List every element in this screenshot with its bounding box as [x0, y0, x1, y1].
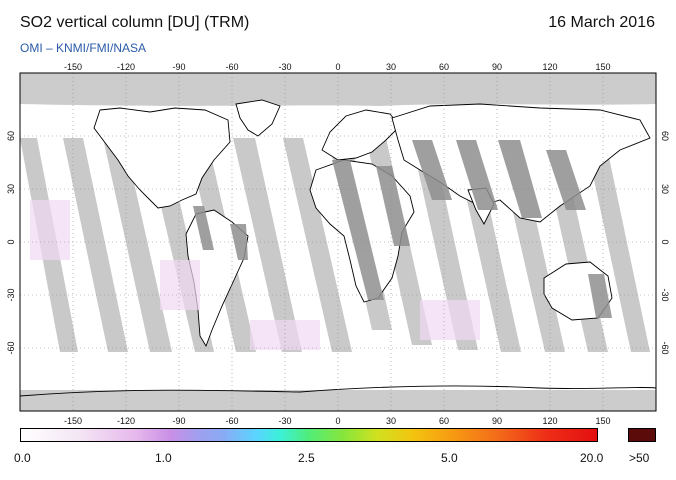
lon-labels-top: -150 -120 -90 -60 -30 0 30 60 90 120 150	[64, 62, 611, 72]
lon-label: -150	[64, 416, 82, 426]
lon-label: 90	[492, 62, 502, 72]
lon-label: -30	[278, 62, 291, 72]
colorbar-label: 20.0	[580, 451, 604, 465]
so2-patch	[30, 200, 70, 260]
swath-gap	[498, 140, 542, 218]
lon-label: 30	[386, 62, 396, 72]
lon-label: -150	[64, 62, 82, 72]
lat-label: -60	[660, 341, 670, 354]
swath-gap	[585, 138, 650, 352]
swath-gap	[63, 138, 128, 352]
swath-gap	[283, 138, 352, 352]
lon-label: 30	[386, 416, 396, 426]
lon-label: -90	[172, 416, 185, 426]
colorbar-label: 2.5	[298, 451, 315, 465]
graticule	[20, 73, 656, 411]
lon-label: 150	[595, 62, 610, 72]
lon-label: -60	[225, 62, 238, 72]
antarctica-coast	[19, 385, 657, 397]
map-date: 16 March 2016	[548, 14, 655, 31]
swath-gap	[411, 138, 478, 350]
swath-gap	[412, 140, 452, 200]
lon-labels-bottom: -150 -120 -90 -60 -30 0 30 60 90 120 150	[64, 416, 611, 426]
swath-gap	[546, 150, 586, 210]
so2-patch	[420, 300, 480, 340]
swath-gap	[588, 274, 612, 318]
swath-gap	[233, 138, 302, 352]
colorbar-overflow-swatch	[628, 428, 656, 442]
swath-gap	[193, 206, 214, 250]
lon-label: 120	[542, 62, 557, 72]
lon-label: 0	[335, 62, 340, 72]
lat-label: 60	[6, 131, 16, 141]
north-america	[93, 107, 231, 209]
swath-gap	[103, 138, 172, 352]
colorbar-label: 1.0	[155, 451, 172, 465]
lat-label: 30	[660, 184, 670, 194]
swath-gap	[230, 224, 248, 260]
lat-label: 60	[660, 131, 670, 141]
data-credit: OMI – KNMI/FMI/NASA	[20, 41, 147, 55]
lon-label: -30	[278, 416, 291, 426]
lat-label: -30	[6, 288, 16, 301]
lon-label: 60	[439, 62, 449, 72]
lat-label: 0	[660, 239, 670, 244]
lon-label: -120	[117, 62, 135, 72]
lat-label: 0	[6, 239, 16, 244]
land-swath-gaps	[193, 140, 612, 318]
map-title: SO2 vertical column [DU] (TRM)	[20, 14, 250, 31]
lon-label: -90	[172, 62, 185, 72]
colorbar	[20, 428, 598, 442]
colorbar-label: 0.0	[14, 451, 31, 465]
swath-gap	[332, 160, 384, 300]
map-frame	[19, 72, 657, 412]
greenland	[235, 99, 281, 137]
lon-label: 120	[542, 416, 557, 426]
lat-labels-left: 60 30 0 -30 -60	[6, 131, 16, 355]
lon-label: 0	[335, 416, 340, 426]
so2-patch	[160, 260, 200, 310]
colorbar-over-label: >50	[629, 451, 650, 465]
lat-label: -30	[660, 288, 670, 301]
lat-labels-right: 60 30 0 -30 -60	[660, 131, 670, 355]
swath-gap	[376, 166, 410, 246]
lat-label: 30	[6, 184, 16, 194]
lon-label: 60	[439, 416, 449, 426]
lon-label: 150	[595, 416, 610, 426]
lon-label: 90	[492, 416, 502, 426]
swath-gap	[456, 140, 498, 210]
lon-label: -120	[117, 416, 135, 426]
lat-label: -60	[6, 341, 16, 354]
colorbar-label: 5.0	[441, 451, 458, 465]
so2-low-values	[30, 200, 480, 350]
lon-label: -60	[225, 416, 238, 426]
